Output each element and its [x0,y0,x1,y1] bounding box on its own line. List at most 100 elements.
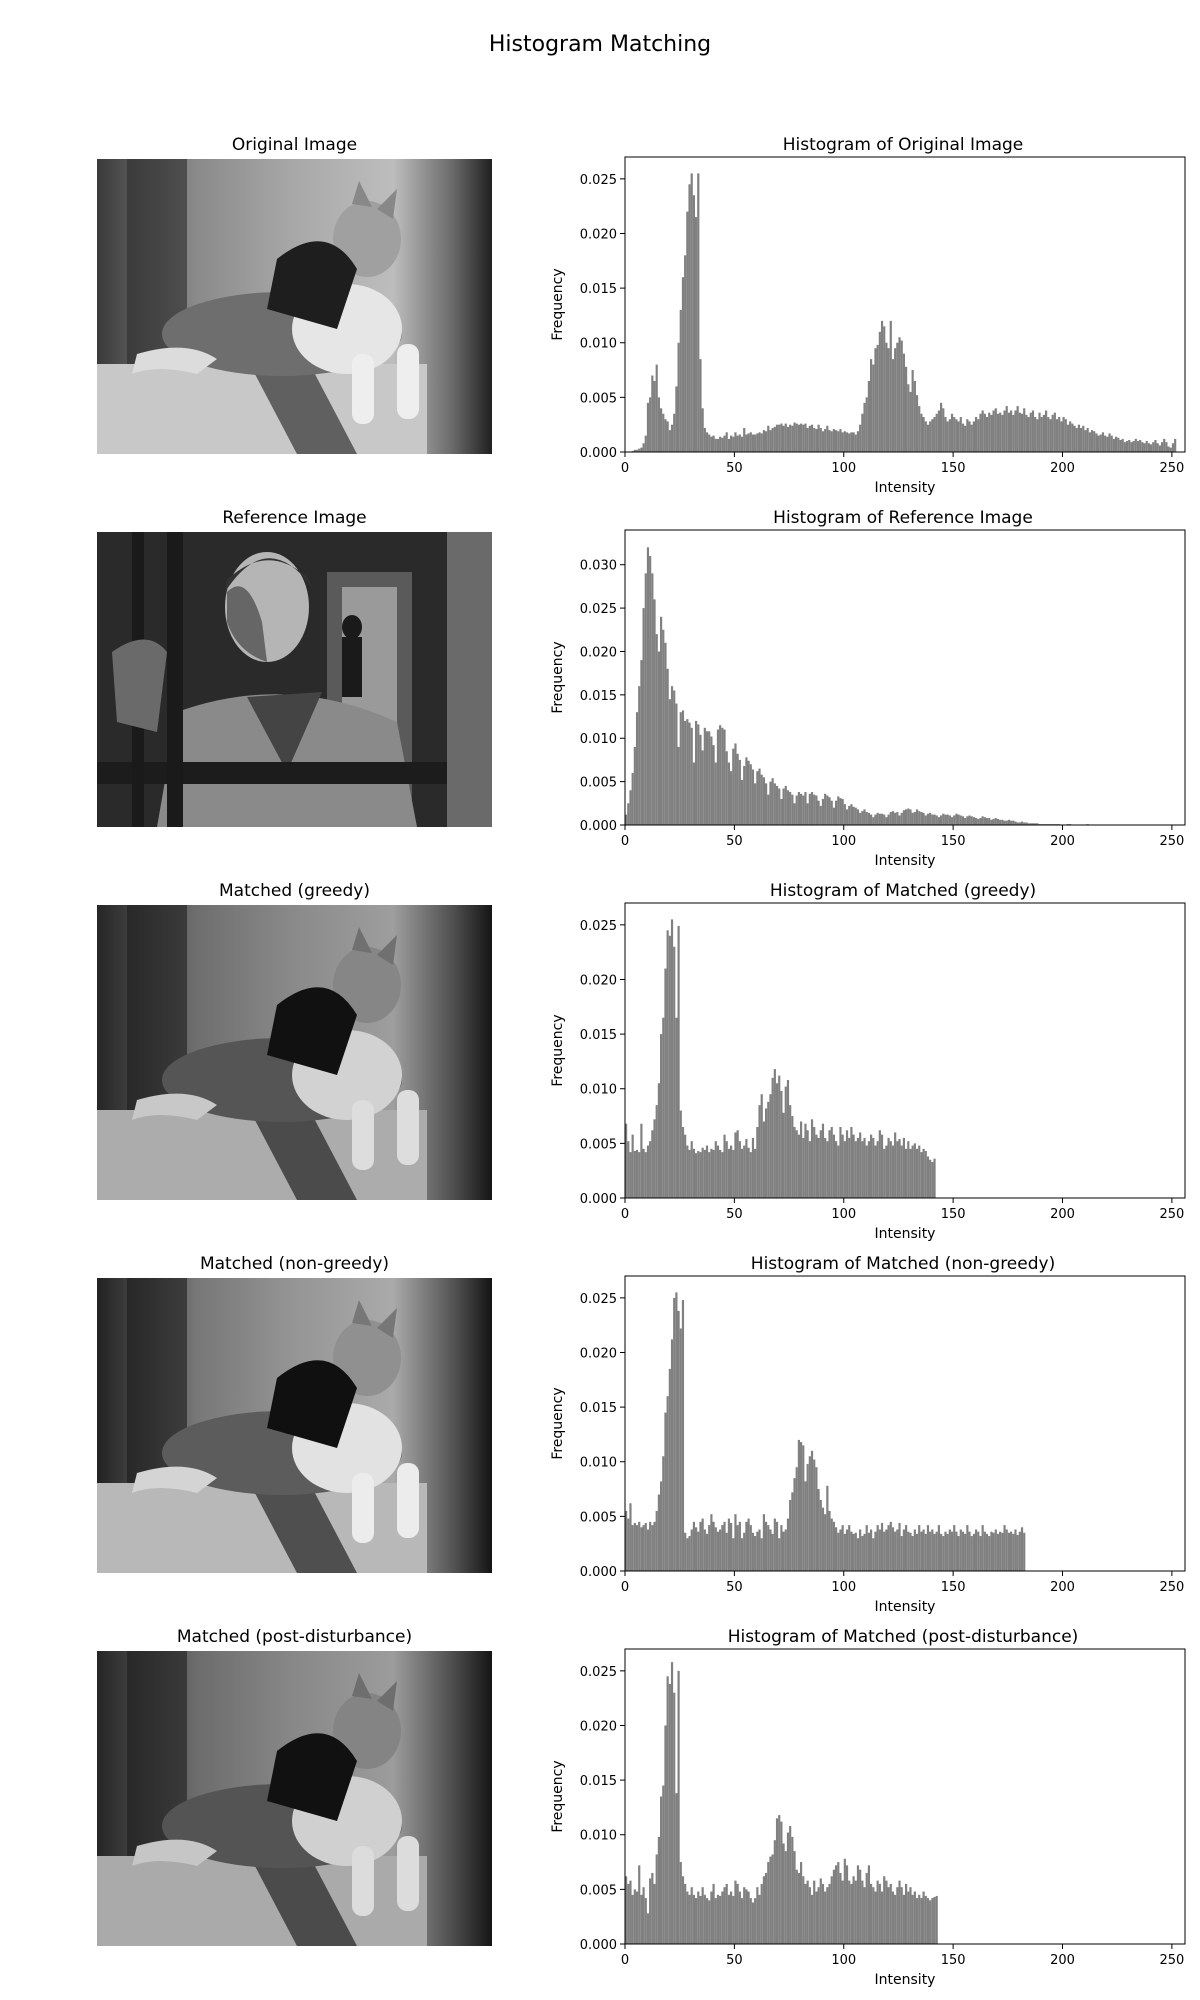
histogram-bar [902,810,905,825]
histogram-bar [911,1536,914,1571]
histogram-bar [1088,432,1091,452]
histogram-bar [821,798,825,825]
histogram-bar [736,1883,739,1944]
histogram-bar [1141,442,1144,452]
histogram-bar [673,413,676,452]
histogram-bar [832,1134,835,1198]
histogram-bar [940,815,943,825]
histogram-bar [668,1683,671,1944]
histogram-bar [677,1310,680,1571]
histogram-bar [743,1532,746,1571]
histogram-bar [732,1149,735,1198]
histogram-bar [723,1887,726,1944]
histogram-bar [907,1141,910,1198]
histogram-bar [828,1130,831,1198]
histogram-bar [985,1533,989,1571]
histogram-bar [824,429,827,452]
histogram-bar [679,712,682,825]
histogram-bar [635,449,639,452]
histogram-bar [681,1876,685,1944]
histogram-bar [699,1152,702,1198]
histogram-bar [686,1538,689,1571]
bars [631,173,1177,453]
histogram-bar [1012,1533,1015,1571]
histogram-bar [940,1533,943,1571]
histogram-bar [736,1130,739,1198]
histogram-bar [985,417,989,452]
histogram-bar [631,1525,634,1571]
x-axis-label: Intensity [875,480,936,496]
histogram-bar [872,817,875,825]
histogram-bar [824,1137,827,1198]
histogram-bar [830,1126,833,1198]
histogram-bar [640,1123,643,1198]
histogram-bar [937,410,940,452]
histogram-bar [800,1442,803,1571]
histogram-bar [924,1151,927,1198]
histogram-bar [642,443,645,452]
histogram-bar [1121,438,1124,452]
histogram-bar [1001,414,1004,452]
histogram-bar [859,812,862,825]
histogram-bar [1040,417,1043,452]
x-tick-label: 100 [831,1953,856,1968]
histogram-bar [944,417,947,452]
histogram-bar [856,1865,860,1944]
histogram-bar [804,1883,807,1944]
histogram-bar [900,1145,903,1198]
histogram-bar [870,1883,873,1944]
histogram-bar [653,1119,656,1198]
histogram-bar [865,397,868,452]
histogram-bar [918,1145,921,1198]
histogram-bar [979,818,982,825]
histogram-bar [1082,425,1085,452]
histogram-bar [907,808,910,825]
histogram-bar [902,1137,905,1198]
histogram-bar [861,1141,864,1198]
histogram-bar [721,727,724,825]
histogram-bar [992,1532,995,1571]
histogram-bar [874,1531,877,1571]
histogram-bar [784,1851,787,1944]
histogram-bar [771,427,774,452]
histogram-bar [771,1533,774,1571]
histogram-bar [926,1898,930,1944]
histogram-bar [760,1094,763,1198]
histogram-bar [651,1525,654,1571]
histogram-bar [920,413,923,452]
histogram-bar [778,1538,781,1571]
histogram-bar [944,814,947,825]
x-tick-label: 150 [941,834,966,849]
histogram-bar [697,1151,700,1198]
histogram-bar [789,1105,792,1198]
histogram-bar [734,743,737,825]
histogram-bar [642,1525,645,1571]
histogram-bar [627,1883,630,1944]
histogram-chart: 0 50 100 150 200 250 0.000 0.005 0.010 0.015 0.020… [550,529,1186,869]
histogram-bar [1167,446,1170,452]
histogram-bar [999,819,1002,825]
histogram-bar [677,342,680,452]
histogram-bar [716,1531,720,1571]
histogram-bar [756,433,759,452]
histogram-bar [878,1130,881,1198]
histogram-bar [684,720,687,825]
histogram-bar [830,1876,833,1944]
histogram-bar [1165,442,1168,452]
histogram-bar [646,1913,650,1944]
histogram-bar [950,1531,954,1571]
histogram-bar [994,818,997,825]
histogram-bar [896,1529,899,1571]
histogram-bar [970,424,973,452]
histogram-bar [850,804,853,825]
histogram-bar [1027,417,1030,452]
histogram-bar [795,795,798,825]
histogram-bar [769,430,772,452]
histogram-bar [725,1141,728,1198]
histogram-bar [732,1895,735,1944]
histogram-bar [852,806,855,825]
histogram-bar [977,818,980,825]
y-tick-label: 0.015 [580,689,617,704]
y-tick-label: 0.010 [580,732,617,747]
histogram-bar [953,815,956,825]
